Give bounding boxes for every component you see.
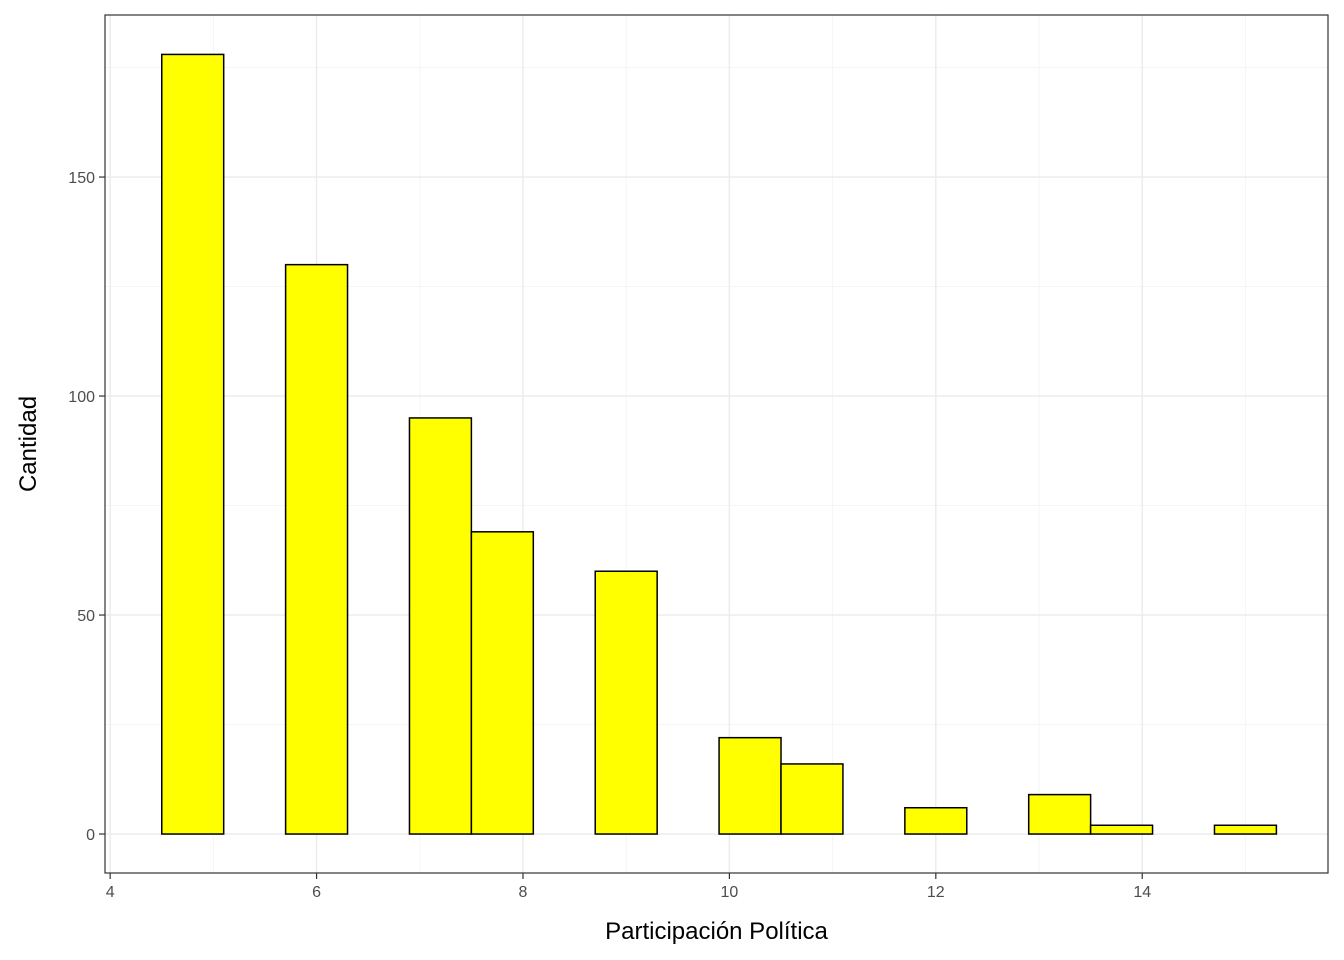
y-tick-label: 0 xyxy=(86,827,95,844)
panel-border xyxy=(104,14,1329,874)
x-axis-title: Participación Política xyxy=(605,918,828,945)
x-tick-label: 10 xyxy=(721,884,739,901)
histogram-bar xyxy=(594,570,658,835)
x-tick-label: 14 xyxy=(1133,884,1151,901)
histogram-bar xyxy=(284,263,349,835)
histogram-bar xyxy=(1027,793,1092,835)
x-tick-label: 4 xyxy=(106,884,115,901)
histogram-bar xyxy=(470,531,535,835)
y-axis: 0 50 100 150 xyxy=(68,170,105,844)
x-tick-label: 12 xyxy=(927,884,945,901)
y-tick-label: 100 xyxy=(68,389,95,406)
x-tick-label: 6 xyxy=(312,884,321,901)
x-axis: 4 6 8 10 12 14 xyxy=(106,873,1151,901)
bars xyxy=(161,53,1278,835)
histogram-bar xyxy=(780,763,844,835)
y-tick-label: 150 xyxy=(68,170,95,187)
histogram-bar xyxy=(904,806,968,835)
histogram-bar xyxy=(718,736,782,835)
histogram-bar xyxy=(408,417,473,835)
histogram-bar xyxy=(1089,824,1154,835)
x-tick-label: 8 xyxy=(519,884,528,901)
histogram-bar xyxy=(1213,824,1278,835)
y-axis-title: Cantidad xyxy=(15,396,42,492)
y-tick-label: 50 xyxy=(77,608,95,625)
histogram-bar xyxy=(161,53,225,835)
